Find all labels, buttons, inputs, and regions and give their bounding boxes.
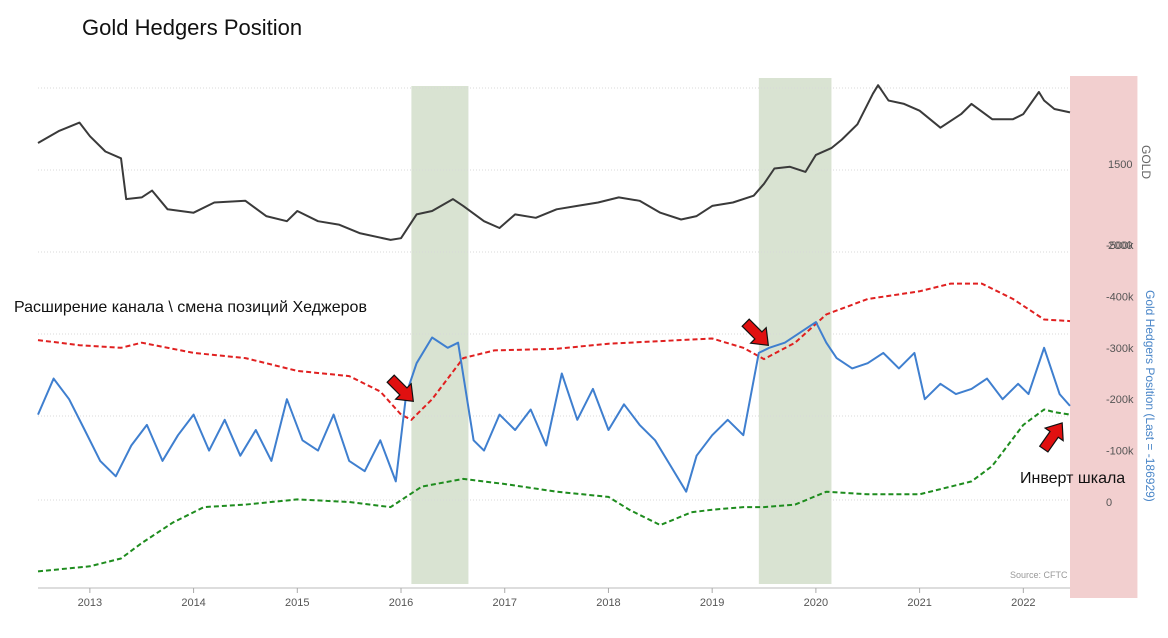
annotation-invert-scale: Инверт шкала bbox=[1020, 470, 1125, 487]
arrow-2019 bbox=[741, 318, 770, 347]
gridlines bbox=[38, 87, 1070, 589]
arrow-shape bbox=[741, 318, 770, 347]
hedge-axis-label: Gold Hedgers Position (Last = -186929) bbox=[1143, 290, 1157, 502]
hedge-tick-label: -500k bbox=[1106, 240, 1134, 252]
upper-band-line bbox=[37, 282, 1071, 421]
gold-tick-label: 2000 bbox=[1108, 240, 1132, 252]
gold-tick-label: 1500 bbox=[1108, 159, 1132, 171]
shaded-region bbox=[1070, 76, 1138, 598]
x-tick-label: 2022 bbox=[1011, 597, 1035, 609]
arrow-shape bbox=[1038, 422, 1064, 453]
hedge-tick-label: -300k bbox=[1106, 343, 1134, 355]
arrow-shape bbox=[386, 374, 415, 403]
annotation-arrows bbox=[386, 318, 1064, 453]
x-axis: 2013 2014 2015 2016 2017 2018 2019 2020 2021 2022 bbox=[78, 588, 1036, 609]
series-lines bbox=[37, 84, 1071, 573]
chart-title: Gold Hedgers Position bbox=[82, 15, 302, 40]
x-tick-label: 2020 bbox=[804, 597, 828, 609]
x-tick-label: 2019 bbox=[700, 597, 724, 609]
hedge-tick-label: -100k bbox=[1106, 446, 1134, 458]
source-label: Source: CFTC bbox=[1010, 570, 1068, 580]
right-axes: 1500 2000-500k -400k -300k -200k -100k 0 GOLD Go… bbox=[1106, 145, 1157, 509]
arrow-2022 bbox=[1038, 422, 1064, 453]
x-tick-label: 2018 bbox=[596, 597, 620, 609]
annotation-channel: Расширение канала \ смена позиций Хеджер… bbox=[14, 299, 367, 316]
shaded-regions bbox=[411, 76, 1138, 598]
shaded-region bbox=[411, 86, 469, 584]
x-tick-label: 2016 bbox=[389, 597, 413, 609]
hedge-series-line bbox=[37, 321, 1071, 493]
hedge-tick-label: 0 bbox=[1106, 497, 1112, 509]
x-tick-label: 2021 bbox=[907, 597, 931, 609]
lower-band-line bbox=[37, 408, 1071, 573]
x-tick-label: 2013 bbox=[78, 597, 102, 609]
arrow-2016 bbox=[386, 374, 415, 403]
gold-series-line bbox=[37, 84, 1071, 241]
gold-axis-label: GOLD bbox=[1139, 145, 1153, 179]
x-tick-label: 2014 bbox=[181, 597, 205, 609]
hedge-tick-label: -400k bbox=[1106, 291, 1134, 303]
x-tick-label: 2017 bbox=[492, 597, 516, 609]
x-tick-label: 2015 bbox=[285, 597, 309, 609]
hedge-tick-label: -200k bbox=[1106, 394, 1134, 406]
